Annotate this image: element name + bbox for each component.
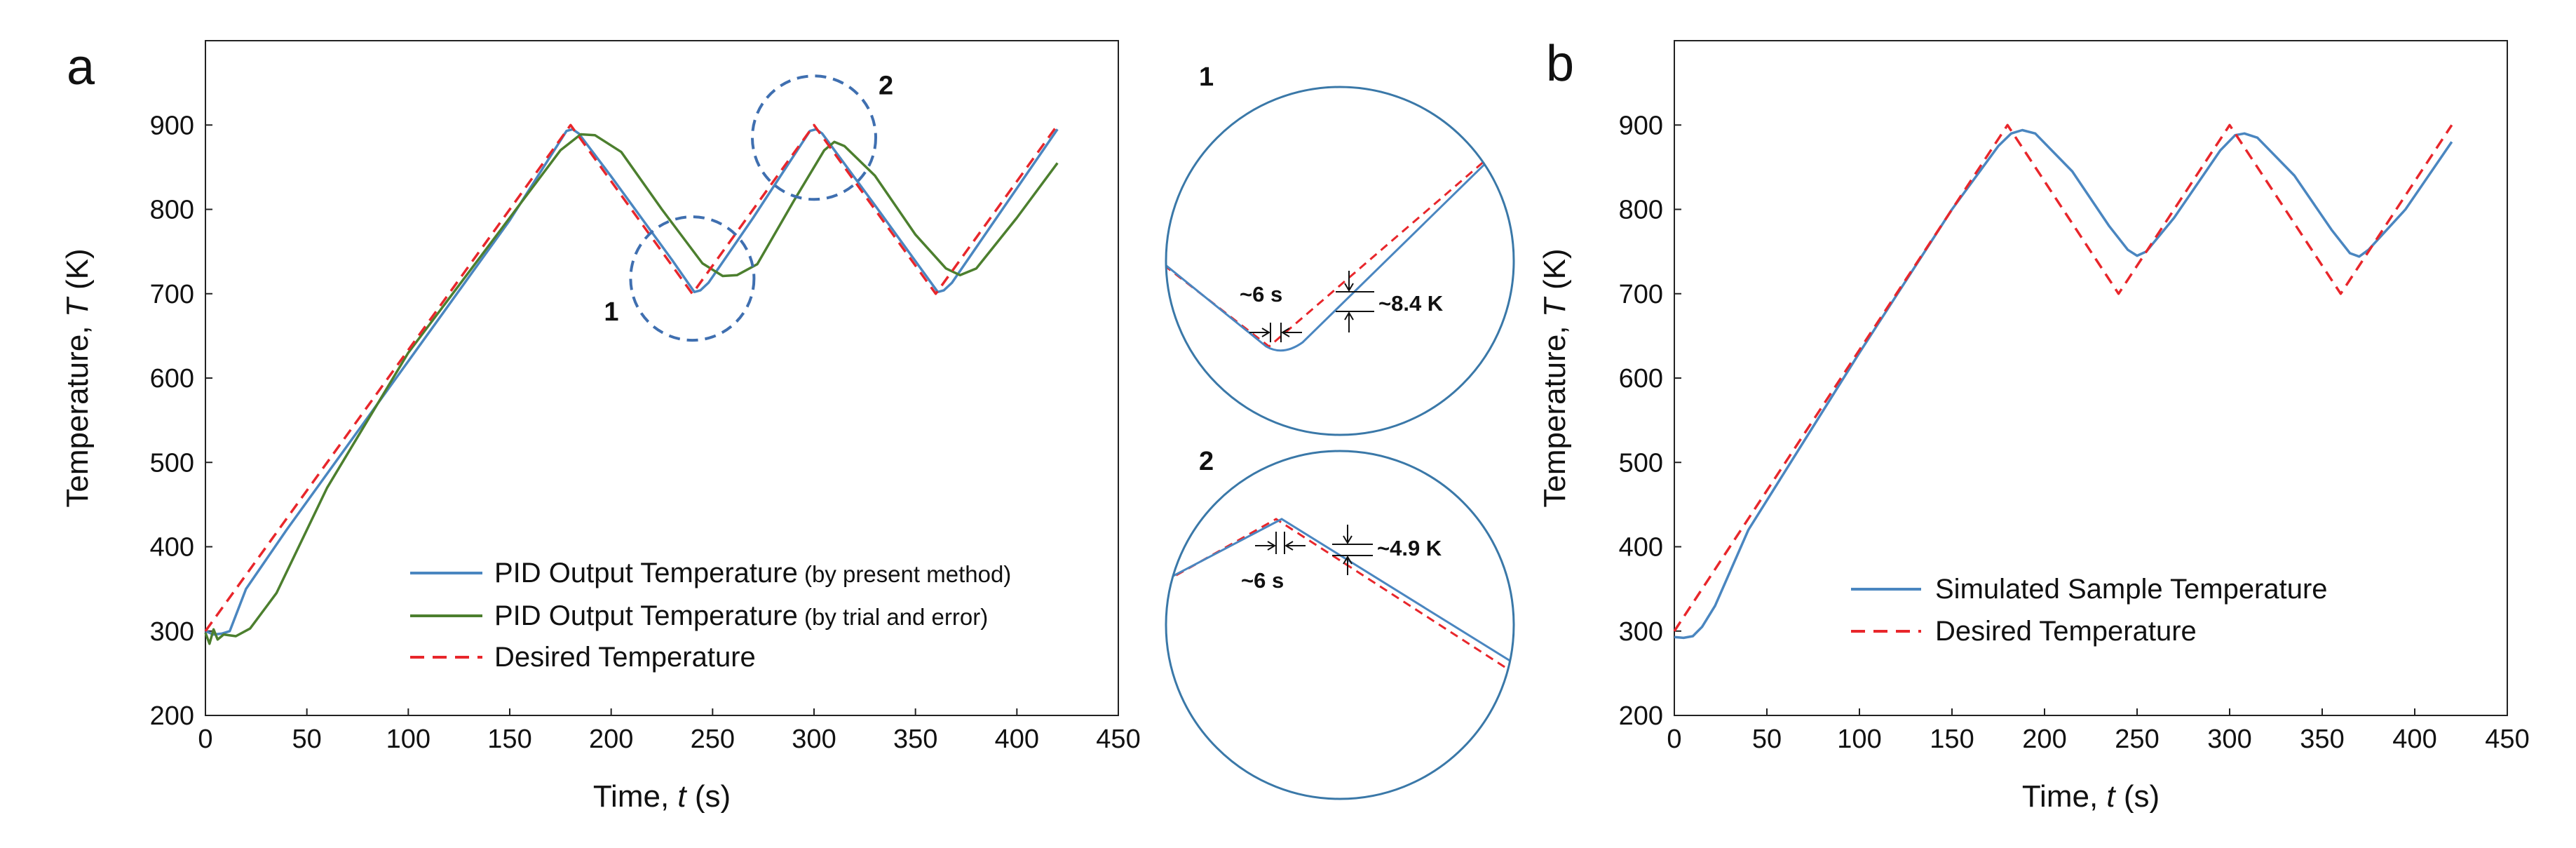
zoom-inset-1: 1 ~6 s ~8.4 K [1165,62,1515,436]
x-tick-label: 0 [198,725,212,754]
zoom2-time-arrow-right [1284,541,1306,551]
zoom2-pid-line [1166,518,1514,665]
zoom2-desired-line [1166,518,1514,675]
highlight-label-2: 2 [879,71,893,100]
plot-frame-b [1674,40,2508,716]
x-tick-label: 250 [691,725,735,754]
zoom1-time-arrow-right [1281,328,1302,337]
x-tick-label: 200 [589,725,633,754]
panel-label-b: b [1546,36,1574,92]
panel-label-a: a [67,39,95,95]
y-tick-label: 200 [150,701,194,731]
x-tick-label: 150 [1930,725,1974,754]
zoom2-time-label: ~6 s [1241,568,1284,593]
zoom1-time-label: ~6 s [1240,282,1282,307]
y-tick-label: 200 [1619,701,1663,731]
legend-label-pid-trial: PID Output Temperature (by trial and err… [494,600,988,631]
y-tick-label: 600 [1619,364,1663,393]
zoom2-time-arrow-left [1255,541,1276,551]
highlight-circle-1 [629,215,756,342]
x-axis-label-a: Time, t (s) [593,779,731,814]
x-tick-label: 50 [292,725,322,754]
series-line-desired-a [204,123,1059,632]
zoom2-temp-arrow-top [1343,525,1353,544]
x-tick-label: 150 [487,725,531,754]
y-axis-label-b: Temperature, T (K) [1538,248,1572,507]
x-tick-label: 0 [1667,725,1681,754]
x-tick-label: 350 [2300,725,2344,754]
y-tick-label: 400 [1619,533,1663,563]
zoom1-desired-line [1166,146,1501,348]
zoom-label-1: 1 [1199,62,1214,92]
zoom1-time-arrow-left [1249,328,1270,337]
zoom2-temp-arrow-bottom [1343,556,1353,575]
x-tick-label: 400 [995,725,1039,754]
y-tick-label: 400 [150,533,194,563]
x-tick-label: 300 [2207,725,2251,754]
chart-b: b 200 300 400 500 600 700 800 900 0 50 100 150 200 2… [1538,36,2530,814]
series-line-pid_trial-a [204,133,1059,645]
x-tick-label: 200 [2022,725,2066,754]
y-tick-label: 800 [1619,196,1663,225]
series-line-desired-b [1673,123,2453,632]
chart-a: a 200 300 400 500 600 700 800 900 0 50 100 150 200 2… [60,39,1141,814]
highlight-label-1: 1 [604,297,618,327]
zoom1-temp-label: ~8.4 K [1378,291,1444,316]
zoom1-pid-line [1166,147,1502,352]
x-tick-label: 250 [2115,725,2159,754]
y-tick-label: 500 [1619,448,1663,478]
zoom1-temp-arrow-top [1344,271,1354,292]
zoom1-temp-arrow-bottom [1344,311,1354,332]
x-tick-label: 450 [1096,725,1140,754]
zoom-inset-2: 2 ~6 s ~4.9 K [1165,447,1515,800]
legend-label-pid-present: PID Output Temperature (by present metho… [494,558,1011,588]
y-tick-label: 300 [1619,617,1663,647]
y-tick-label: 600 [150,364,194,393]
legend-label-desired-a: Desired Temperature [494,642,756,673]
x-tick-label: 300 [792,725,836,754]
series-line-pid_present-b [1674,128,2453,640]
legend-label-simulated: Simulated Sample Temperature [1935,574,2328,605]
y-tick-label: 900 [150,111,194,140]
y-tick-label: 700 [1619,280,1663,309]
x-tick-label: 450 [2485,725,2529,754]
x-tick-label: 100 [1837,725,1881,754]
x-tick-label: 100 [386,725,431,754]
y-tick-label: 500 [150,448,194,478]
zoom-circle-2 [1165,450,1515,800]
x-tick-label: 400 [2392,725,2436,754]
zoom2-temp-label: ~4.9 K [1377,536,1442,560]
y-tick-label: 900 [1619,111,1663,140]
legend-b: Simulated Sample Temperature Desired Tem… [1851,574,2328,647]
y-tick-label: 800 [150,196,194,225]
series-line-pid_present-a [205,128,1059,636]
y-tick-label: 300 [150,617,194,647]
y-tick-label: 700 [150,280,194,309]
x-tick-label: 350 [893,725,937,754]
x-axis-label-b: Time, t (s) [2022,779,2160,814]
zoom-circle-1 [1165,86,1515,436]
y-axis-label-a: Temperature, T (K) [60,248,95,507]
x-tick-label: 50 [1752,725,1782,754]
legend-label-desired-b: Desired Temperature [1935,616,2197,647]
zoom-label-2: 2 [1199,447,1214,476]
highlight-circle-2 [751,74,877,201]
legend-a: PID Output Temperature (by present metho… [410,558,1011,673]
